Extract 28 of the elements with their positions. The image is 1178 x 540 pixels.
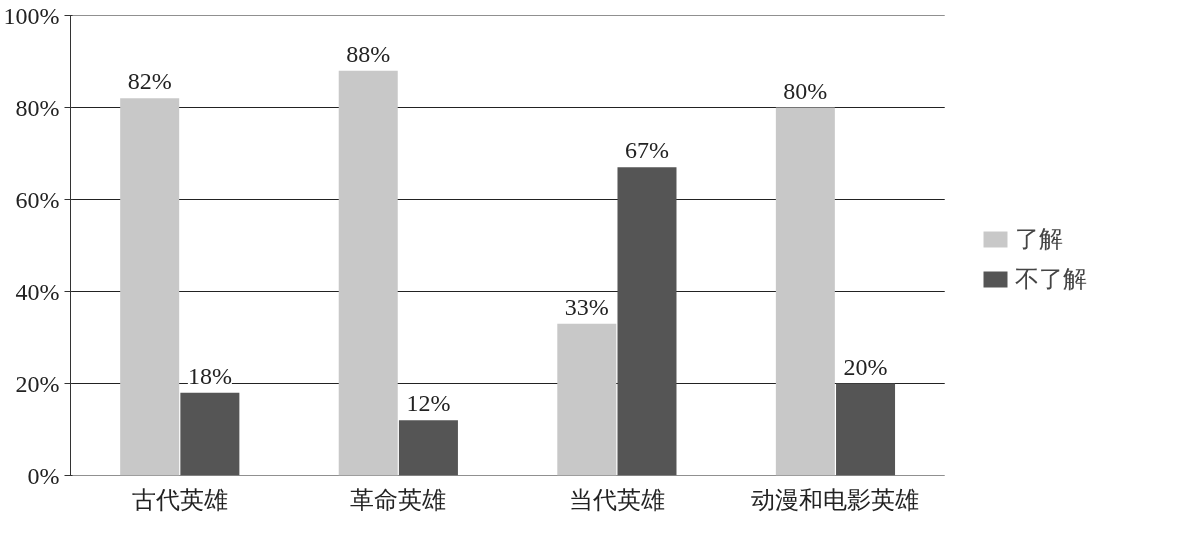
bar xyxy=(180,392,240,476)
x-tick-label: 古代英雄 xyxy=(131,486,228,513)
y-tick-label: 20% xyxy=(15,370,60,397)
y-tick-label: 100% xyxy=(3,2,60,29)
data-label: 80% xyxy=(783,77,828,104)
data-label: 12% xyxy=(406,390,451,417)
data-label: 82% xyxy=(127,68,172,95)
bar xyxy=(836,383,896,476)
data-label: 88% xyxy=(346,40,391,67)
legend-label: 不了解 xyxy=(1015,265,1087,294)
bar xyxy=(557,323,617,476)
data-label: 33% xyxy=(564,293,609,320)
y-tick-label: 0% xyxy=(27,462,60,489)
x-tick-label: 动漫和电影英雄 xyxy=(751,486,920,513)
data-label: 18% xyxy=(187,362,232,389)
legend-label: 了解 xyxy=(1015,225,1063,254)
data-label: 67% xyxy=(624,137,669,164)
bar xyxy=(775,107,835,476)
y-tick-label: 40% xyxy=(15,278,60,305)
y-tick-label: 60% xyxy=(15,186,60,213)
bar xyxy=(617,167,677,476)
x-tick-label: 当代英雄 xyxy=(568,486,665,513)
bar xyxy=(398,420,458,476)
y-tick-label: 80% xyxy=(15,94,60,121)
x-tick-label: 革命英雄 xyxy=(350,486,447,513)
data-label: 20% xyxy=(843,353,888,380)
bar xyxy=(338,70,398,476)
bar xyxy=(120,98,180,476)
